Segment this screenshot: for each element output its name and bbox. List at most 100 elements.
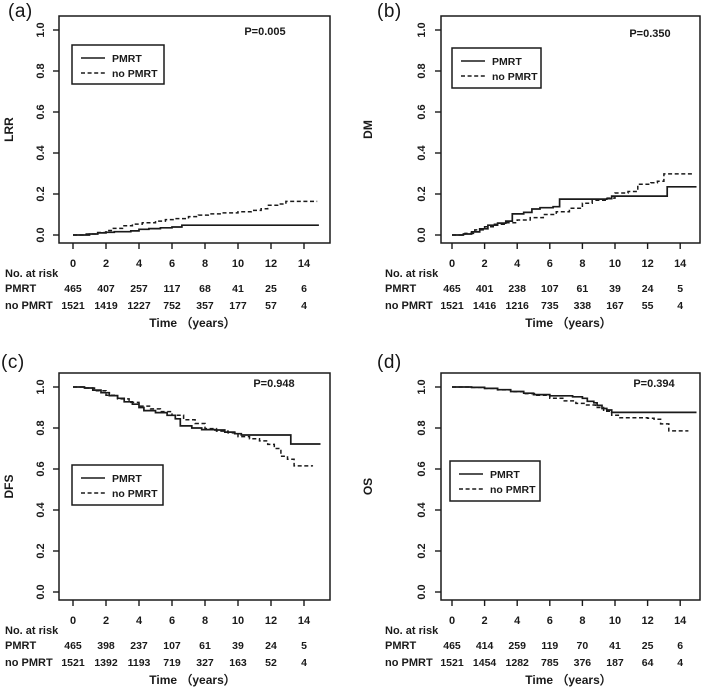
panel-c-risk-count-no-pmrt-t2: 1392 bbox=[94, 657, 118, 669]
panel-c-legend-box bbox=[71, 464, 164, 506]
panel-b-p-value: P=0.350 bbox=[629, 28, 670, 40]
panel-a-x-tick-label: 4 bbox=[136, 258, 143, 270]
panel-a-legend-box bbox=[71, 44, 165, 85]
panel-d-x-tick-label: 2 bbox=[482, 615, 488, 627]
panel-b-risk-count-pmrt-t6: 107 bbox=[541, 283, 559, 295]
panel-b-x-tick-label: 10 bbox=[609, 258, 621, 270]
panel-c-x-tick-label: 6 bbox=[169, 615, 175, 627]
panel-c-curve-pmrt bbox=[73, 386, 321, 445]
panel-c-x-tick-label: 12 bbox=[265, 615, 277, 627]
panel-b-x-tick-label: 2 bbox=[482, 258, 488, 270]
panel-a-risk-count-pmrt-t2: 407 bbox=[97, 283, 115, 295]
panel-a-risk-count-no-pmrt-t12: 57 bbox=[265, 300, 277, 312]
panel-c-risk-count-no-pmrt-t12: 52 bbox=[265, 657, 277, 669]
panel-d-legend-box bbox=[449, 460, 541, 502]
panel-b-risk-count-pmrt-t8: 61 bbox=[577, 283, 589, 295]
panel-a-legend-label-no-pmrt: no PMRT bbox=[112, 68, 158, 80]
panel-d-km-plot-os: 0.0 0.2 0.4 0.6 0.8 1.0 OS 0 2 4 6 8 10 12 14 P=0.394 PM… bbox=[361, 372, 701, 687]
panel-c-risk-count-pmrt-t4: 237 bbox=[130, 640, 148, 652]
panel-c-p-value: P=0.948 bbox=[253, 378, 294, 390]
panel-d-risk-count-no-pmrt-t12: 64 bbox=[642, 657, 654, 669]
panel-c-x-tick-label: 8 bbox=[202, 615, 208, 627]
panel-c-risk-count-pmrt-t2: 398 bbox=[97, 640, 115, 652]
panel-a-risk-count-no-pmrt-t2: 1419 bbox=[94, 300, 118, 312]
panel-b-risk-count-no-pmrt-t10: 167 bbox=[606, 300, 624, 312]
panel-a-curve-no-pmrt bbox=[73, 200, 318, 236]
panel-a-x-tick-label: 2 bbox=[103, 258, 109, 270]
panel-b-x-tick-label: 8 bbox=[579, 258, 585, 270]
panel-d-legend-label-pmrt: PMRT bbox=[490, 469, 520, 481]
panel-a-risk-count-no-pmrt-t6: 752 bbox=[163, 300, 181, 312]
panel-c-risk-count-pmrt-t12: 24 bbox=[265, 640, 277, 652]
panel-c-y-tick-label: 0.4 bbox=[35, 501, 47, 517]
panel-c-y-tick-label: 0.8 bbox=[35, 420, 47, 435]
panel-c-plot-frame bbox=[58, 372, 331, 601]
panel-a-y-tick-label: 0.2 bbox=[35, 186, 47, 201]
panel-b-y-tick-label: 1.0 bbox=[416, 22, 428, 37]
panel-d-risk-count-no-pmrt-t4: 1282 bbox=[506, 657, 530, 669]
panel-b-y-tick-label: 0.6 bbox=[416, 104, 428, 119]
panel-b-y-axis-title: DM bbox=[361, 120, 375, 139]
panel-a-y-tick-label: 0.8 bbox=[35, 63, 47, 78]
panel-d-risk-count-no-pmrt-t14: 4 bbox=[677, 657, 683, 669]
panel-d-p-value: P=0.394 bbox=[633, 378, 675, 390]
panel-a-x-tick-label: 14 bbox=[298, 258, 311, 270]
panel-b-y-tick-label: 0.0 bbox=[416, 227, 428, 242]
panel-b-risk-count-no-pmrt-t2: 1416 bbox=[473, 300, 497, 312]
panel-b-risk-count-no-pmrt-t8: 338 bbox=[574, 300, 592, 312]
panel-c-curve-no-pmrt bbox=[73, 386, 314, 467]
panel-d-risk-row-label-pmrt: PMRT bbox=[385, 640, 416, 652]
panel-c-risk-count-no-pmrt-t4: 1193 bbox=[128, 657, 151, 669]
panel-a-risk-table-title: No. at risk bbox=[5, 268, 59, 280]
panel-d-curve-pmrt bbox=[452, 386, 697, 414]
panel-b-risk-count-pmrt-t12: 24 bbox=[642, 283, 654, 295]
panel-c-x-axis-title: Time （years） bbox=[149, 672, 236, 687]
panel-c-x-tick-label: 4 bbox=[136, 615, 143, 627]
panel-a-risk-row-label-pmrt: PMRT bbox=[5, 283, 36, 295]
panel-b-risk-count-pmrt-t0: 465 bbox=[443, 283, 461, 295]
panel-b-y-tick-label: 0.4 bbox=[416, 144, 428, 160]
panel-c-risk-count-pmrt-t8: 61 bbox=[199, 640, 211, 652]
panel-d-risk-table-title: No. at risk bbox=[385, 625, 439, 637]
panel-a-x-tick-label: 8 bbox=[202, 258, 208, 270]
panel-d-risk-count-no-pmrt-t2: 1454 bbox=[473, 657, 497, 669]
panel-d-risk-count-pmrt-t8: 70 bbox=[577, 640, 589, 652]
panel-b: (b) 0.0 0.2 0.4 0.6 0.8 1.0 DM 0 2 4 6 8 10 12 14 P=0.3… bbox=[355, 0, 709, 344]
panel-c-x-tick-label: 14 bbox=[298, 615, 311, 627]
panel-d-risk-count-pmrt-t4: 259 bbox=[508, 640, 526, 652]
panel-d-x-tick-label: 0 bbox=[449, 615, 455, 627]
panel-a-risk-count-pmrt-t8: 68 bbox=[199, 283, 211, 295]
panel-d-x-tick-label: 8 bbox=[579, 615, 585, 627]
panel-b-risk-count-no-pmrt-t6: 735 bbox=[541, 300, 559, 312]
panel-c: (c) 0.0 0.2 0.4 0.6 0.8 1.0 DFS 0 2 4 6 8 10 12 14 P=0.… bbox=[0, 344, 354, 688]
panel-d-letter: (d) bbox=[377, 352, 402, 373]
panel-c-letter: (c) bbox=[1, 352, 25, 373]
panel-b-risk-count-no-pmrt-t0: 1521 bbox=[440, 300, 464, 312]
panel-a-risk-count-no-pmrt-t8: 357 bbox=[196, 300, 214, 312]
panel-a-x-tick-label: 6 bbox=[169, 258, 175, 270]
panel-a-x-tick-label: 12 bbox=[265, 258, 277, 270]
panel-c-x-tick-label: 2 bbox=[103, 615, 109, 627]
panel-b-x-tick-label: 6 bbox=[547, 258, 553, 270]
panel-d-y-tick-label: 0.4 bbox=[416, 501, 428, 517]
panel-d: (d) 0.0 0.2 0.4 0.6 0.8 1.0 OS 0 2 4 6 8 10 12 14 P=0.3… bbox=[355, 344, 709, 688]
panel-b-x-tick-label: 0 bbox=[449, 258, 455, 270]
panel-a-risk-count-pmrt-t12: 25 bbox=[265, 283, 277, 295]
panel-c-risk-row-label-no-pmrt: no PMRT bbox=[5, 657, 53, 669]
panel-d-x-tick-label: 14 bbox=[674, 615, 687, 627]
panel-b-risk-count-pmrt-t14: 5 bbox=[677, 283, 683, 295]
panel-a-risk-count-no-pmrt-t10: 177 bbox=[229, 300, 247, 312]
panel-a-legend-label-pmrt: PMRT bbox=[112, 53, 142, 65]
panel-b-risk-count-no-pmrt-t14: 4 bbox=[677, 300, 683, 312]
panel-b-x-tick-label: 12 bbox=[641, 258, 653, 270]
panel-a-y-axis-title: LRR bbox=[2, 117, 16, 142]
panel-c-y-tick-label: 1.0 bbox=[35, 379, 47, 394]
panel-c-risk-count-no-pmrt-t10: 163 bbox=[229, 657, 247, 669]
panel-b-x-tick-label: 4 bbox=[514, 258, 521, 270]
panel-a-y-tick-label: 0.0 bbox=[35, 227, 47, 242]
panel-c-y-tick-label: 0.0 bbox=[35, 584, 47, 599]
panel-d-x-tick-label: 10 bbox=[609, 615, 621, 627]
panel-d-risk-count-pmrt-t14: 6 bbox=[677, 640, 683, 652]
panel-c-x-tick-label: 10 bbox=[232, 615, 244, 627]
panel-a-risk-count-no-pmrt-t14: 4 bbox=[301, 300, 307, 312]
